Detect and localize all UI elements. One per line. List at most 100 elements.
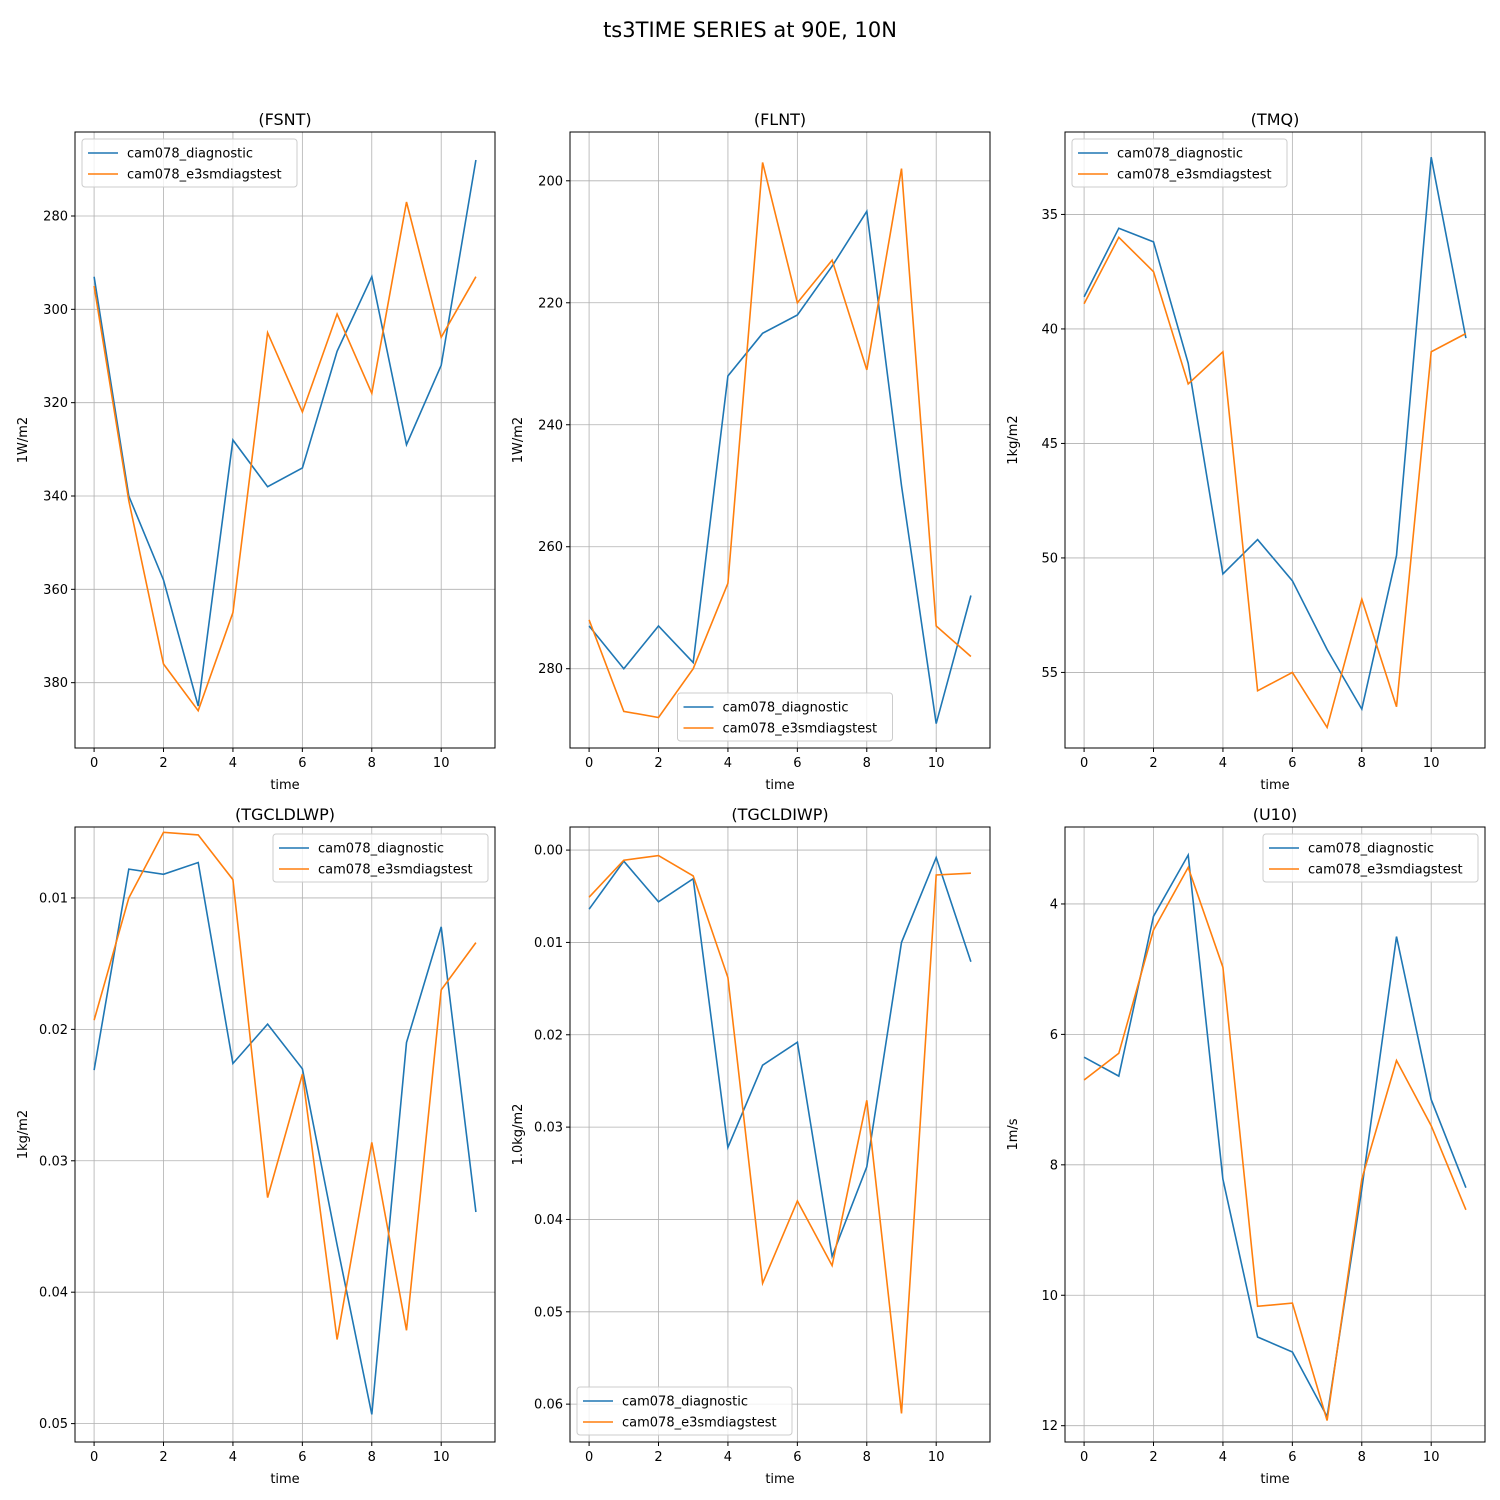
x-tick-label: 10 xyxy=(433,1450,450,1465)
plot-frame xyxy=(1064,131,1486,749)
legend-entry: cam078_e3smdiagstest xyxy=(1308,863,1463,878)
plot-frame xyxy=(569,826,991,1443)
legend-entry: cam078_diagnostic xyxy=(723,701,849,716)
panel-4: (TGCLDLWP) 0 2 4 6 8 10 0.01 0.02 0.03 0.04 0.05 tim… xyxy=(16,805,496,1487)
y-tick-label: 0.05 xyxy=(534,1305,563,1320)
legend-box xyxy=(576,1386,793,1436)
series-line-cam078_diagnostic xyxy=(1083,157,1467,712)
y-axis-label: 1kg/m2 xyxy=(16,1110,31,1159)
figure-title: ts3TIME SERIES at 90E, 10N xyxy=(603,18,897,42)
x-tick-label: 6 xyxy=(793,1450,801,1465)
legend-entry: cam078_e3smdiagstest xyxy=(1117,168,1272,183)
series-line-cam078_e3smdiagstest xyxy=(93,831,477,1340)
x-tick-label: 0 xyxy=(585,756,593,771)
y-tick-label: 4 xyxy=(1050,897,1058,912)
series-line-cam078_e3smdiagstest xyxy=(588,854,971,1414)
x-tick-label: 10 xyxy=(433,756,450,771)
x-tick-label: 8 xyxy=(863,1450,871,1465)
legend-entry: cam078_diagnostic xyxy=(127,147,253,162)
legend-entry: cam078_e3smdiagstest xyxy=(318,863,473,878)
y-tick-label: 12 xyxy=(1041,1419,1058,1434)
y-tick-label: 0.05 xyxy=(39,1417,68,1432)
y-tick-label: 300 xyxy=(43,303,68,318)
y-axis-label: 1W/m2 xyxy=(16,417,31,463)
series-line-cam078_e3smdiagstest xyxy=(93,201,477,713)
legend-entry: cam078_diagnostic xyxy=(1117,147,1243,162)
panel-2: (FLNT) 0 2 4 6 8 10 200 220 240 260 280 time 1W/m2 cam… xyxy=(511,110,991,793)
y-axis-label: 1.0kg/m2 xyxy=(511,1104,526,1166)
panel-title: (TMQ) xyxy=(1251,110,1300,129)
x-tick-label: 4 xyxy=(724,1450,732,1465)
y-tick-label: 380 xyxy=(43,676,68,691)
legend-entry: cam078_e3smdiagstest xyxy=(127,168,282,183)
legend: cam078_diagnostic cam078_e3smdiagstest xyxy=(1071,138,1288,188)
y-tick-label: 0.03 xyxy=(534,1121,563,1136)
x-tick-label: 6 xyxy=(793,756,801,771)
x-axis-label: time xyxy=(765,778,794,793)
legend-entry: cam078_e3smdiagstest xyxy=(622,1416,777,1431)
y-tick-label: 0.06 xyxy=(534,1398,563,1413)
y-tick-label: 280 xyxy=(538,662,563,677)
x-tick-label: 2 xyxy=(1149,1450,1157,1465)
y-tick-label: 0.02 xyxy=(534,1028,563,1043)
y-tick-label: 0.03 xyxy=(39,1154,68,1169)
y-tick-label: 0.04 xyxy=(534,1213,563,1228)
x-tick-label: 0 xyxy=(90,756,98,771)
legend: cam078_diagnostic cam078_e3smdiagstest xyxy=(1262,833,1479,883)
panel-title: (TGCLDLWP) xyxy=(235,805,335,824)
panel-3: (TMQ) 0 2 4 6 8 10 35 40 45 50 55 time 1kg/m2 cam078_d… xyxy=(1006,110,1486,793)
x-tick-label: 8 xyxy=(368,756,376,771)
plot-frame xyxy=(74,826,496,1443)
series-line-cam078_diagnostic xyxy=(588,208,972,724)
panel-title: (TGCLDIWP) xyxy=(731,805,828,824)
x-tick-label: 10 xyxy=(928,1450,945,1465)
x-tick-label: 2 xyxy=(654,756,662,771)
y-tick-label: 50 xyxy=(1041,551,1058,566)
x-tick-label: 4 xyxy=(1219,1450,1227,1465)
panels-container: (FSNT)0 2 4 6 8 10280300320340360380time1W/m2… xyxy=(16,110,1486,1487)
series-line-cam078_diagnostic xyxy=(1083,852,1467,1420)
x-tick-label: 10 xyxy=(928,756,945,771)
series-line-cam078_e3smdiagstest xyxy=(1083,235,1467,730)
x-tick-label: 0 xyxy=(1080,756,1088,771)
x-tick-label: 6 xyxy=(1288,756,1296,771)
series-line-cam078_e3smdiagstest xyxy=(588,162,972,719)
legend-box xyxy=(677,692,893,742)
panel-title: (FSNT) xyxy=(258,110,311,129)
y-tick-label: 200 xyxy=(538,174,563,189)
series-line-cam078_diagnostic xyxy=(93,861,477,1415)
y-tick-label: 55 xyxy=(1041,666,1058,681)
y-axis-label: 1m/s xyxy=(1006,1118,1021,1150)
x-tick-label: 4 xyxy=(229,1450,237,1465)
legend-entry: cam078_diagnostic xyxy=(622,1395,748,1410)
series-line-cam078_diagnostic xyxy=(93,159,477,707)
y-tick-label: 220 xyxy=(538,296,563,311)
y-tick-label: 35 xyxy=(1041,208,1058,223)
y-tick-label: 340 xyxy=(43,490,68,505)
y-tick-label: 240 xyxy=(538,418,563,433)
x-tick-label: 4 xyxy=(1219,756,1227,771)
x-tick-label: 4 xyxy=(724,756,732,771)
plot-frame xyxy=(74,131,496,749)
y-tick-label: 40 xyxy=(1041,322,1058,337)
y-tick-label: 0.01 xyxy=(39,891,68,906)
x-tick-label: 8 xyxy=(368,1450,376,1465)
y-tick-label: 45 xyxy=(1041,437,1058,452)
panel-title: (U10) xyxy=(1253,805,1298,824)
legend: cam078_diagnostic cam078_e3smdiagstest xyxy=(81,138,298,188)
x-axis-label: time xyxy=(765,1472,794,1487)
y-tick-label: 0.02 xyxy=(39,1023,68,1038)
legend: cam078_diagnostic cam078_e3smdiagstest xyxy=(576,1386,793,1436)
x-tick-label: 0 xyxy=(585,1450,593,1465)
x-tick-label: 6 xyxy=(298,756,306,771)
panel-1: (FSNT) 0 2 4 6 8 10 280 300 320 340 360 380 time 1W/m2… xyxy=(16,110,496,793)
y-tick-label: 6 xyxy=(1050,1028,1058,1043)
y-tick-label: 0.00 xyxy=(534,844,563,859)
x-tick-label: 4 xyxy=(229,756,237,771)
x-tick-label: 8 xyxy=(1358,756,1366,771)
x-tick-label: 6 xyxy=(1288,1450,1296,1465)
panel-title: (FLNT) xyxy=(754,110,806,129)
plot-frame xyxy=(1064,826,1486,1443)
x-tick-label: 6 xyxy=(298,1450,306,1465)
x-axis-label: time xyxy=(270,778,299,793)
